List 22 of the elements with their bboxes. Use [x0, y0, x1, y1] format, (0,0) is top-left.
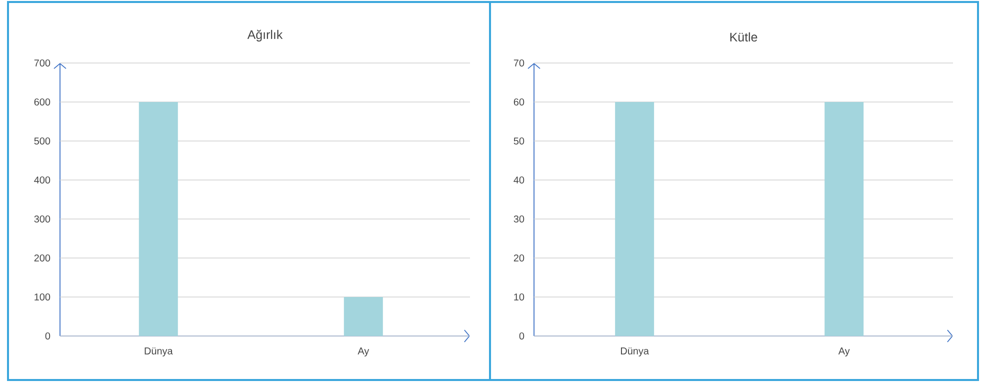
y-tick-label: 60 [514, 98, 524, 106]
y-tick-label: 70 [514, 59, 524, 67]
y-tick-label: 0 [519, 332, 524, 340]
chart-title: Ağırlık [247, 30, 283, 42]
y-tick-label: 20 [514, 254, 524, 262]
y-tick-label: 100 [34, 293, 50, 301]
y-tick-label: 0 [45, 332, 50, 340]
x-tick-label: Dünya [144, 348, 173, 356]
y-tick-label: 300 [34, 215, 50, 223]
y-tick-label: 600 [34, 98, 50, 106]
y-tick-label: 10 [514, 293, 524, 301]
y-tick-label: 400 [34, 176, 50, 184]
x-tick-label: Ay [838, 348, 850, 356]
x-tick-label: Dünya [620, 348, 649, 356]
y-tick-label: 500 [34, 137, 50, 145]
x-tick-label: Ay [358, 348, 370, 356]
y-tick-label: 200 [34, 254, 50, 262]
chart-title: Kütle [730, 32, 758, 42]
y-tick-label: 700 [34, 59, 50, 67]
y-tick-label: 40 [514, 176, 524, 184]
y-tick-label: 30 [514, 215, 524, 223]
y-tick-label: 50 [514, 137, 524, 145]
